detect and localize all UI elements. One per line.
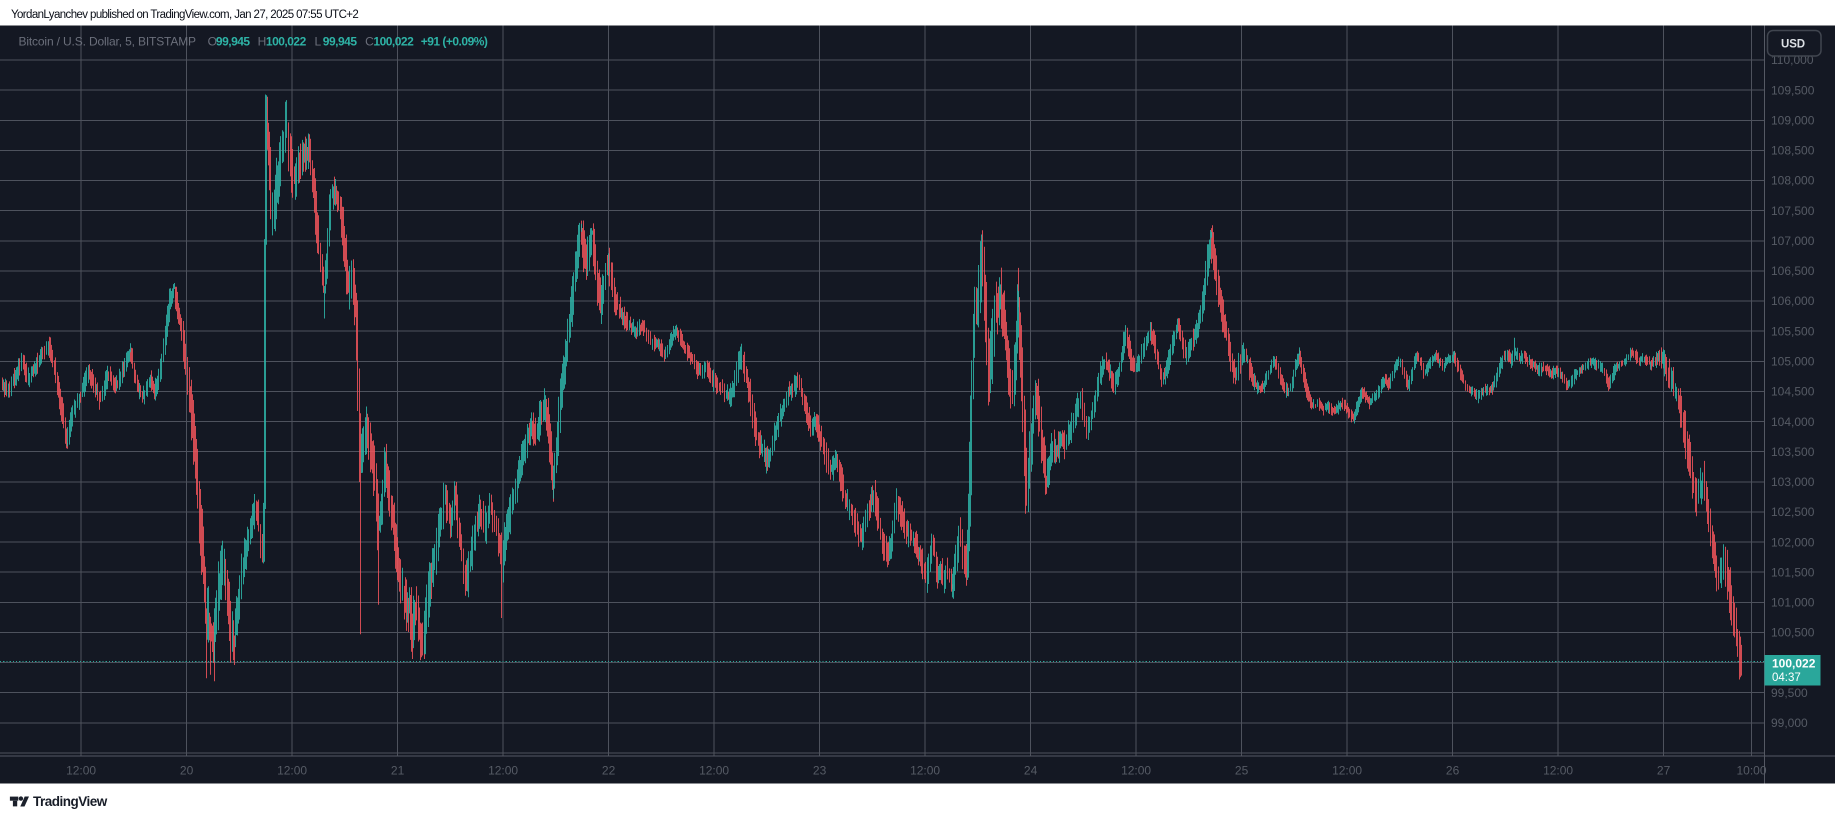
svg-text:23: 23 — [813, 764, 827, 778]
svg-text:109,500: 109,500 — [1771, 83, 1815, 97]
svg-text:12:00: 12:00 — [66, 764, 96, 778]
svg-text:100,022: 100,022 — [1772, 657, 1816, 671]
svg-text:12:00: 12:00 — [1121, 764, 1151, 778]
svg-text:105,000: 105,000 — [1771, 355, 1815, 369]
svg-text:99,000: 99,000 — [1771, 716, 1808, 730]
svg-text:+91 (+0.09%): +91 (+0.09%) — [421, 35, 488, 49]
svg-text:H: H — [258, 35, 267, 49]
svg-text:C: C — [365, 35, 374, 49]
svg-text:12:00: 12:00 — [1332, 764, 1362, 778]
svg-text:104,500: 104,500 — [1771, 385, 1815, 399]
svg-text:12:00: 12:00 — [488, 764, 518, 778]
svg-text:101,500: 101,500 — [1771, 565, 1815, 579]
svg-text:102,500: 102,500 — [1771, 505, 1815, 519]
svg-text:107,500: 107,500 — [1771, 204, 1815, 218]
svg-text:107,000: 107,000 — [1771, 234, 1815, 248]
svg-text:12:00: 12:00 — [277, 764, 307, 778]
svg-text:24: 24 — [1024, 764, 1038, 778]
svg-text:21: 21 — [391, 764, 405, 778]
svg-text:L: L — [315, 35, 322, 49]
svg-text:102,000: 102,000 — [1771, 535, 1815, 549]
svg-text:104,000: 104,000 — [1771, 415, 1815, 429]
svg-text:USD: USD — [1781, 39, 1805, 51]
svg-text:25: 25 — [1235, 764, 1249, 778]
svg-text:TradingView: TradingView — [33, 794, 108, 809]
svg-text:106,500: 106,500 — [1771, 264, 1815, 278]
svg-text:YordanLyanchev published on Tr: YordanLyanchev published on TradingView.… — [11, 9, 358, 21]
svg-text:12:00: 12:00 — [1543, 764, 1573, 778]
svg-text:103,000: 103,000 — [1771, 475, 1815, 489]
svg-text:109,000: 109,000 — [1771, 114, 1815, 128]
svg-text:12:00: 12:00 — [699, 764, 729, 778]
svg-text:04:37: 04:37 — [1772, 672, 1801, 684]
svg-text:O: O — [208, 35, 217, 49]
svg-text:100,500: 100,500 — [1771, 626, 1815, 640]
svg-text:10:00: 10:00 — [1736, 764, 1766, 778]
svg-text:100,022: 100,022 — [266, 35, 307, 49]
svg-text:108,500: 108,500 — [1771, 144, 1815, 158]
svg-text:26: 26 — [1446, 764, 1460, 778]
svg-text:Bitcoin / U.S. Dollar, 5, BITS: Bitcoin / U.S. Dollar, 5, BITSTAMP — [19, 35, 197, 49]
svg-text:105,500: 105,500 — [1771, 324, 1815, 338]
svg-text:99,945: 99,945 — [216, 35, 251, 49]
svg-text:101,000: 101,000 — [1771, 596, 1815, 610]
svg-text:12:00: 12:00 — [910, 764, 940, 778]
svg-text:22: 22 — [602, 764, 616, 778]
svg-text:106,000: 106,000 — [1771, 294, 1815, 308]
svg-text:103,500: 103,500 — [1771, 445, 1815, 459]
svg-text:99,945: 99,945 — [323, 35, 358, 49]
svg-text:20: 20 — [180, 764, 194, 778]
svg-text:100,022: 100,022 — [373, 35, 414, 49]
svg-text:27: 27 — [1657, 764, 1671, 778]
svg-text:99,500: 99,500 — [1771, 686, 1808, 700]
svg-text:108,000: 108,000 — [1771, 174, 1815, 188]
